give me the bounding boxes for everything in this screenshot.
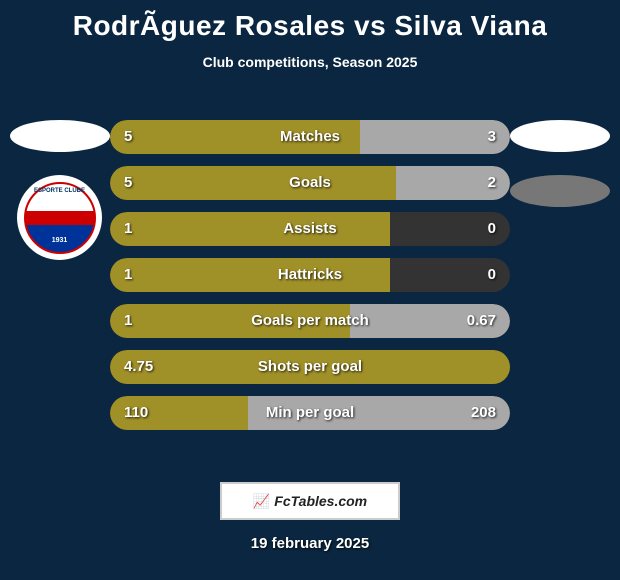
chart-icon: 📈 [253,493,270,510]
stat-row: Hattricks1 0 [110,258,510,292]
player-right-badge-1 [510,120,610,152]
stat-row: Shots per goal4.75 [110,350,510,384]
stat-value-left: 5 [124,120,132,154]
stat-value-right: 3 [488,120,496,154]
stat-label: Hattricks [110,258,510,292]
comparison-subtitle: Club competitions, Season 2025 [0,54,620,70]
stat-value-right: 0.67 [467,304,496,338]
comparison-title: RodrÃ­guez Rosales vs Silva Viana [0,0,620,42]
stat-label: Goals [110,166,510,200]
stat-value-left: 1 [124,212,132,246]
player-right-badge-2 [510,175,610,207]
stat-value-right: 0 [488,212,496,246]
stat-value-right: 208 [471,396,496,430]
stat-row: Matches5 3 [110,120,510,154]
stat-value-right: 0 [488,258,496,292]
branding-badge: 📈 FcTables.com [220,482,400,520]
club-badge-text: ESPORTE CLUBE [26,188,94,194]
stat-value-right: 2 [488,166,496,200]
stat-row: Assists1 0 [110,212,510,246]
comparison-bars: Matches53Goals52Assists10Hattricks10Goal… [110,120,510,442]
branding-text: FcTables.com [274,493,367,509]
stat-value-left: 4.75 [124,350,153,384]
stat-label: Shots per goal [110,350,510,384]
stat-row: Min per goal110 208 [110,396,510,430]
stat-value-left: 110 [124,396,148,430]
stat-value-left: 5 [124,166,132,200]
stat-label: Goals per match [110,304,510,338]
player-left-club-badge: ESPORTE CLUBE 1931 [17,175,102,260]
stat-label: Min per goal [110,396,510,430]
stat-value-left: 1 [124,304,132,338]
stat-row: Goals5 2 [110,166,510,200]
stat-label: Assists [110,212,510,246]
player-left-badge-1 [10,120,110,152]
stat-value-left: 1 [124,258,132,292]
club-badge-year: 1931 [26,237,94,244]
stat-row: Goals per match1 0.67 [110,304,510,338]
stat-label: Matches [110,120,510,154]
snapshot-date: 19 february 2025 [0,535,620,552]
